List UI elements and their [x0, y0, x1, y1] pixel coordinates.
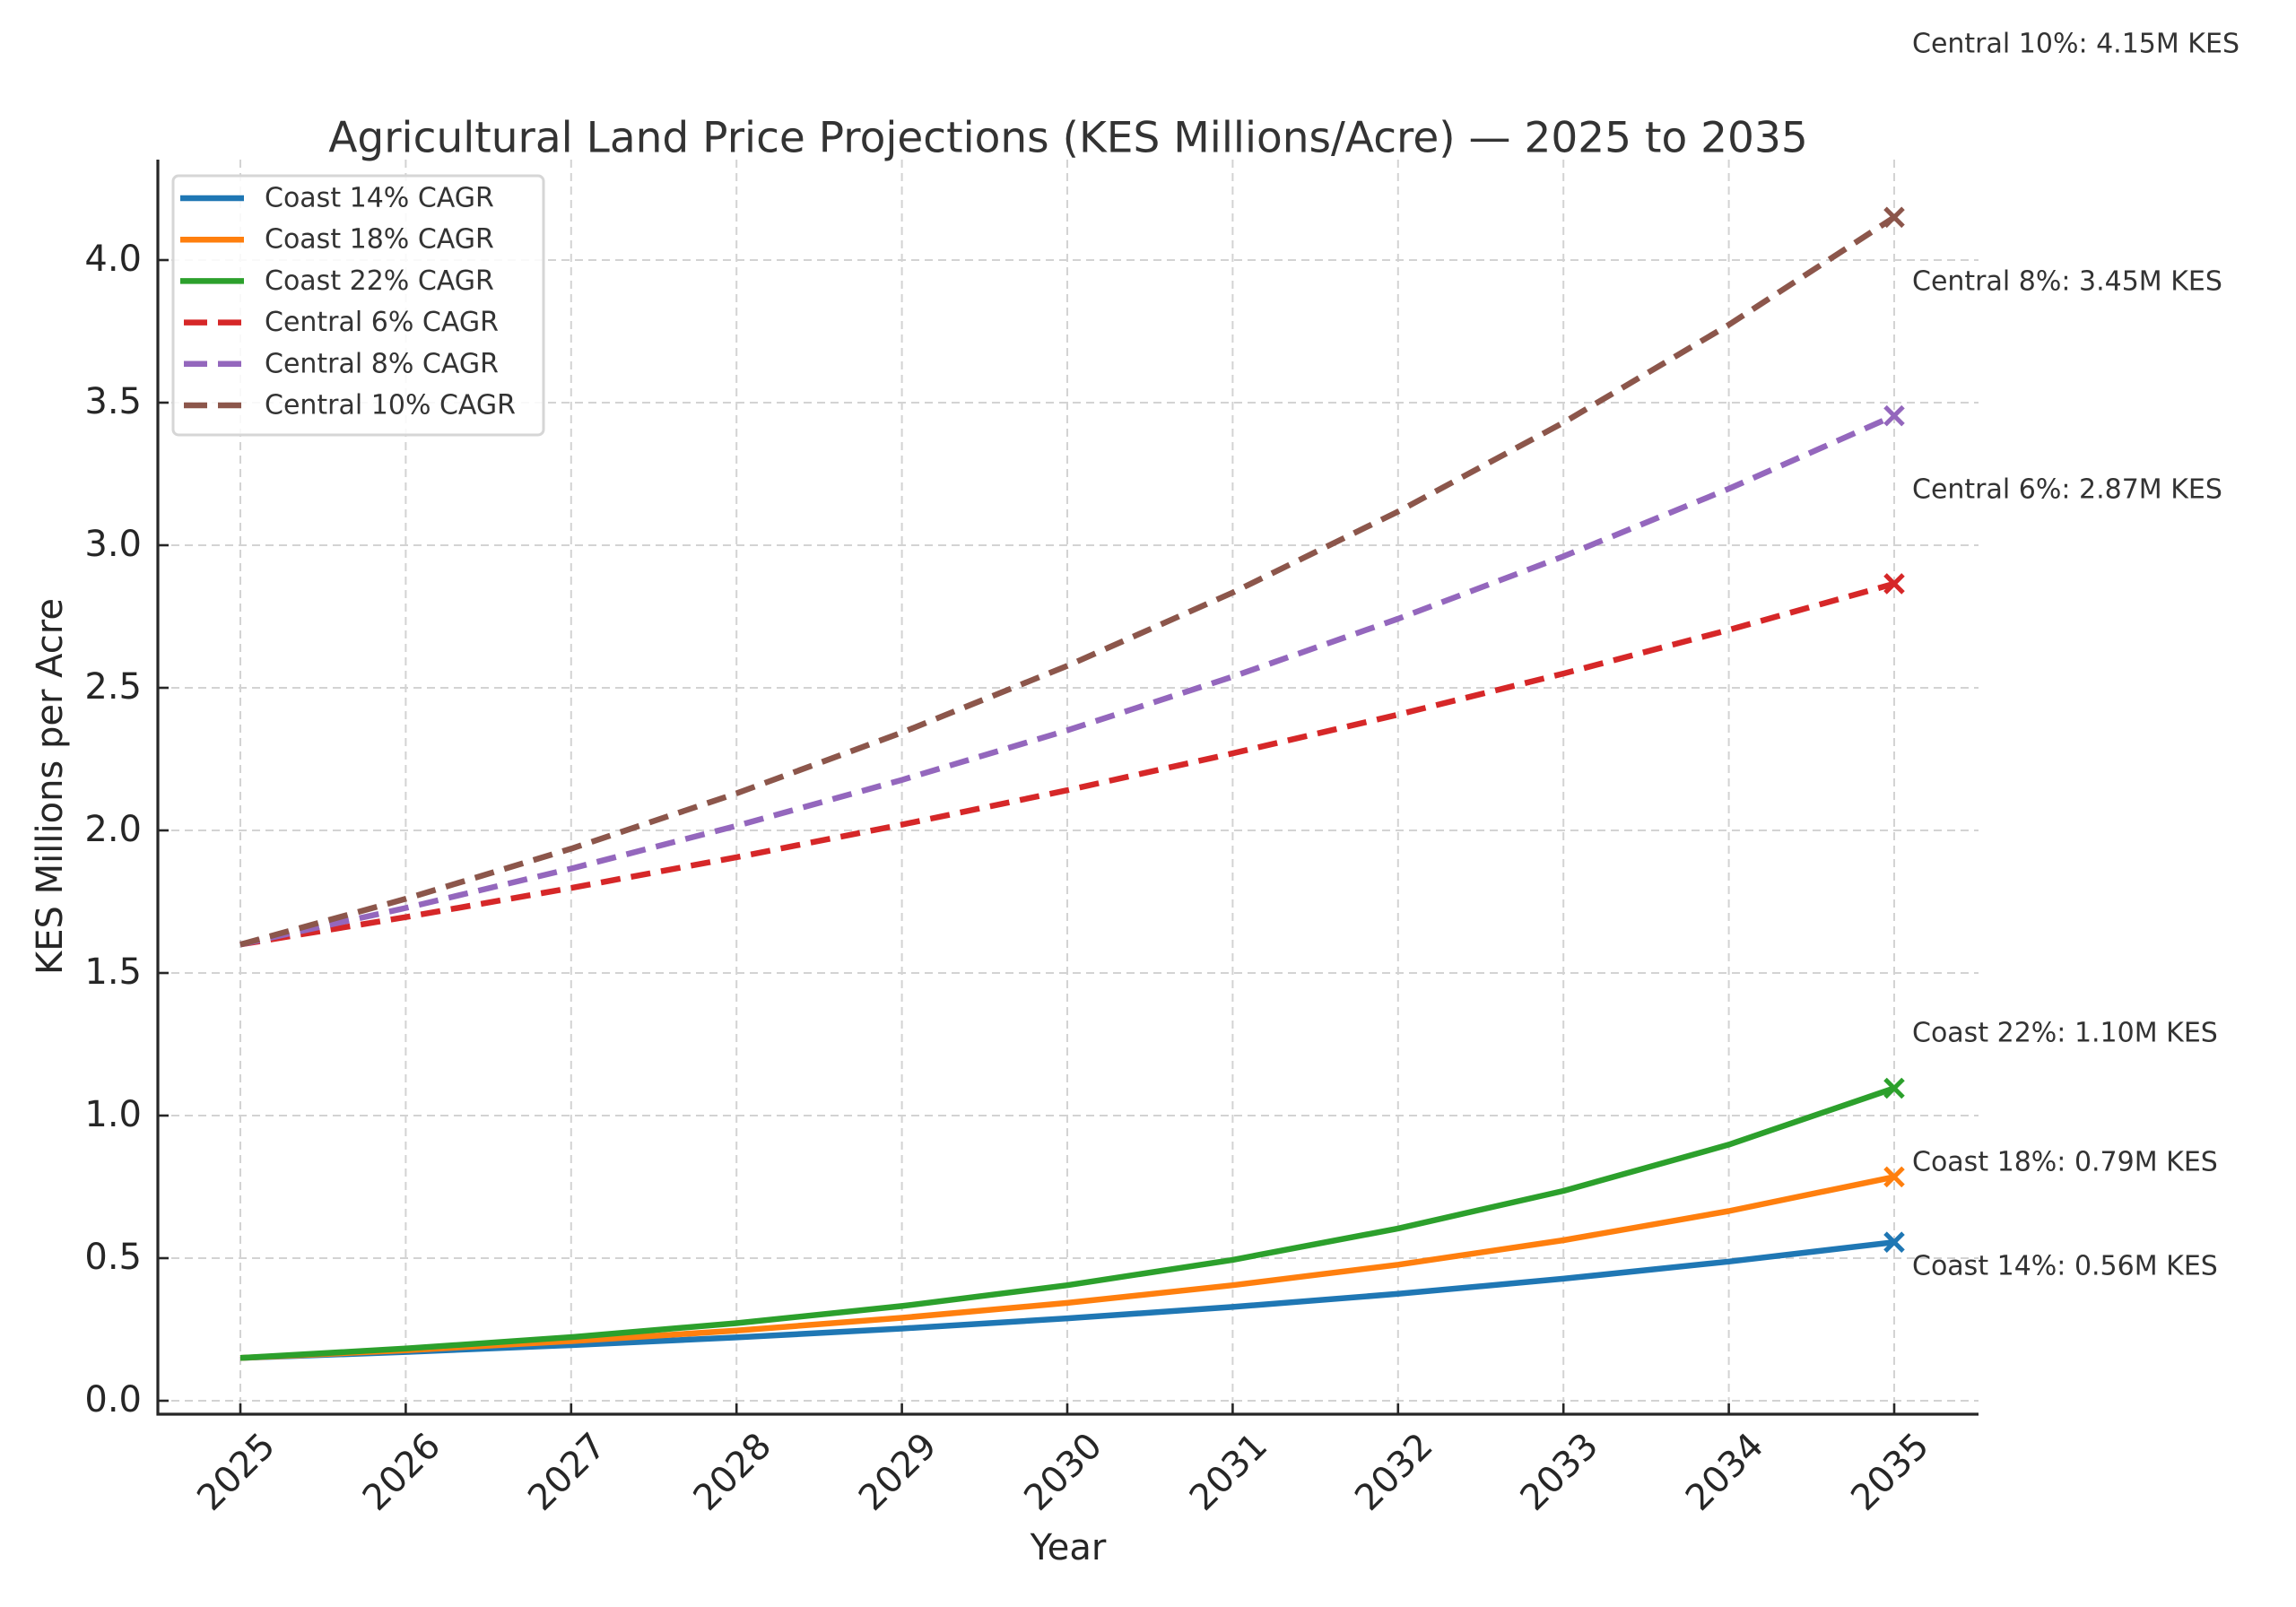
y-tick-label: 1.5: [84, 951, 142, 993]
x-marker-icon: [1883, 573, 1905, 595]
legend-label: Coast 18% CAGR: [265, 224, 494, 256]
legend-label: Coast 22% CAGR: [265, 265, 494, 297]
x-marker-stroke: [1883, 1166, 1905, 1188]
series-line-0: [239, 1238, 1895, 1361]
annotation-label: Central 10%: 4.15M KES: [1912, 29, 2239, 60]
y-tick-label: 0.5: [84, 1237, 142, 1278]
y-tick-label: 1.0: [84, 1094, 142, 1135]
y-tick-label: 3.5: [84, 381, 142, 422]
x-marker-icon: [1883, 206, 1905, 229]
series-lines: [239, 214, 1896, 1361]
legend-label: Central 8% CAGR: [265, 348, 499, 379]
legend-label: Central 10% CAGR: [265, 390, 516, 421]
y-tick-label: 2.0: [84, 809, 142, 850]
y-tick-label: 2.5: [84, 666, 142, 708]
x-marker-icon: [1883, 1077, 1905, 1099]
x-axis-label: Year: [1030, 1527, 1107, 1568]
x-marker-stroke: [1883, 573, 1905, 595]
chart-title: Agricultural Land Price Projections (KES…: [328, 114, 1808, 163]
legend-box: [171, 174, 545, 437]
annotation-label: Central 6%: 2.87M KES: [1912, 474, 2222, 506]
end-markers: [1883, 206, 1905, 1253]
x-marker-icon: [1883, 1231, 1905, 1253]
series-line-5: [239, 214, 1896, 948]
legend: Coast 14% CAGR Coast 18% CAGR Coast 22% CA…: [171, 174, 545, 437]
y-tick-label: 4.0: [84, 239, 142, 280]
legend-label: Coast 14% CAGR: [265, 183, 494, 214]
annotations: Central 10%: 4.15M KES Central 8%: 3.45M …: [1912, 29, 2239, 1282]
series-line-1: [239, 1174, 1895, 1361]
x-marker-icon: [1883, 404, 1905, 427]
annotation-label: Coast 18%: 0.79M KES: [1912, 1147, 2218, 1178]
legend-label: Central 6% CAGR: [265, 307, 499, 338]
x-marker-stroke: [1883, 1077, 1905, 1099]
y-tick-label: 3.0: [84, 524, 142, 565]
x-marker-stroke: [1883, 206, 1905, 229]
annotation-label: Coast 22%: 1.10M KES: [1912, 1018, 2218, 1049]
annotation-label: Coast 14%: 0.56M KES: [1912, 1251, 2218, 1282]
series-line-3: [239, 580, 1895, 948]
x-marker-stroke: [1883, 404, 1905, 427]
x-marker-icon: [1883, 1166, 1905, 1188]
y-tick-label: 0.0: [84, 1379, 142, 1420]
series-line-2: [239, 1085, 1896, 1361]
annotation-label: Central 8%: 3.45M KES: [1912, 266, 2222, 298]
x-marker-stroke: [1883, 1231, 1905, 1253]
y-axis-label: KES Millions per Acre: [30, 598, 71, 975]
series-line-4: [239, 413, 1896, 948]
